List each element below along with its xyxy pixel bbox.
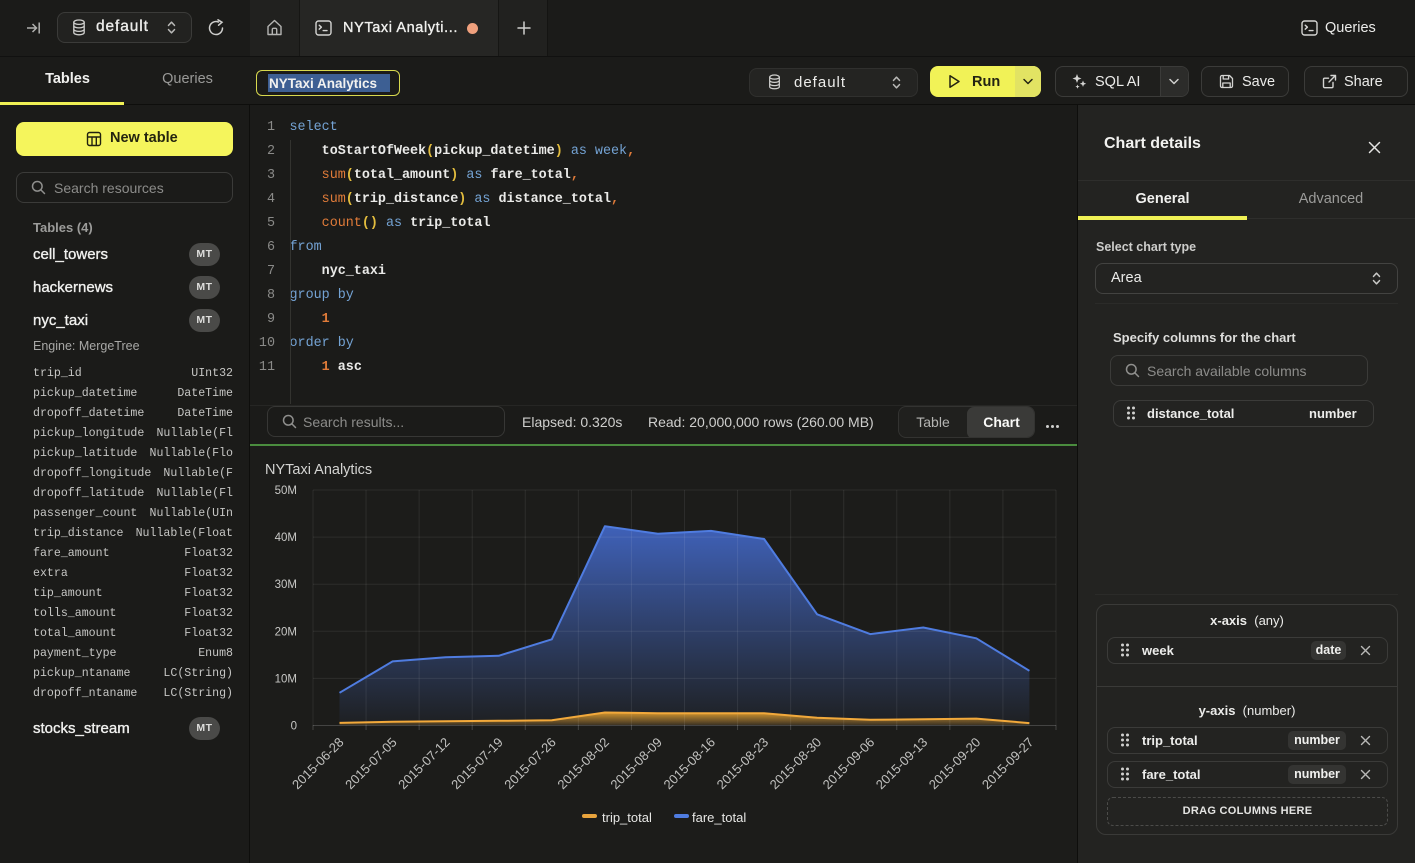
svg-text:2015-07-12: 2015-07-12 [395,735,453,793]
svg-text:2015-08-16: 2015-08-16 [660,735,718,793]
svg-text:2015-07-05: 2015-07-05 [342,735,400,793]
svg-text:fare_total: fare_total [692,810,746,825]
svg-text:2015-09-06: 2015-09-06 [820,735,878,793]
svg-text:40M: 40M [275,532,297,544]
svg-text:0: 0 [291,721,297,733]
svg-text:50M: 50M [275,485,297,497]
svg-text:30M: 30M [275,579,297,591]
svg-text:2015-09-20: 2015-09-20 [926,735,984,793]
svg-text:20M: 20M [275,626,297,638]
svg-text:2015-07-26: 2015-07-26 [501,735,559,793]
svg-text:2015-08-02: 2015-08-02 [554,735,612,793]
svg-text:2015-06-28: 2015-06-28 [289,735,347,793]
svg-text:2015-08-23: 2015-08-23 [714,735,772,793]
svg-text:2015-09-27: 2015-09-27 [979,735,1037,793]
svg-text:2015-09-13: 2015-09-13 [873,735,931,793]
svg-text:NYTaxi Analytics: NYTaxi Analytics [265,462,372,478]
svg-text:10M: 10M [275,673,297,685]
svg-text:2015-08-30: 2015-08-30 [767,735,825,793]
svg-text:2015-08-09: 2015-08-09 [607,735,665,793]
svg-text:2015-07-19: 2015-07-19 [448,735,506,793]
svg-text:trip_total: trip_total [602,810,652,825]
